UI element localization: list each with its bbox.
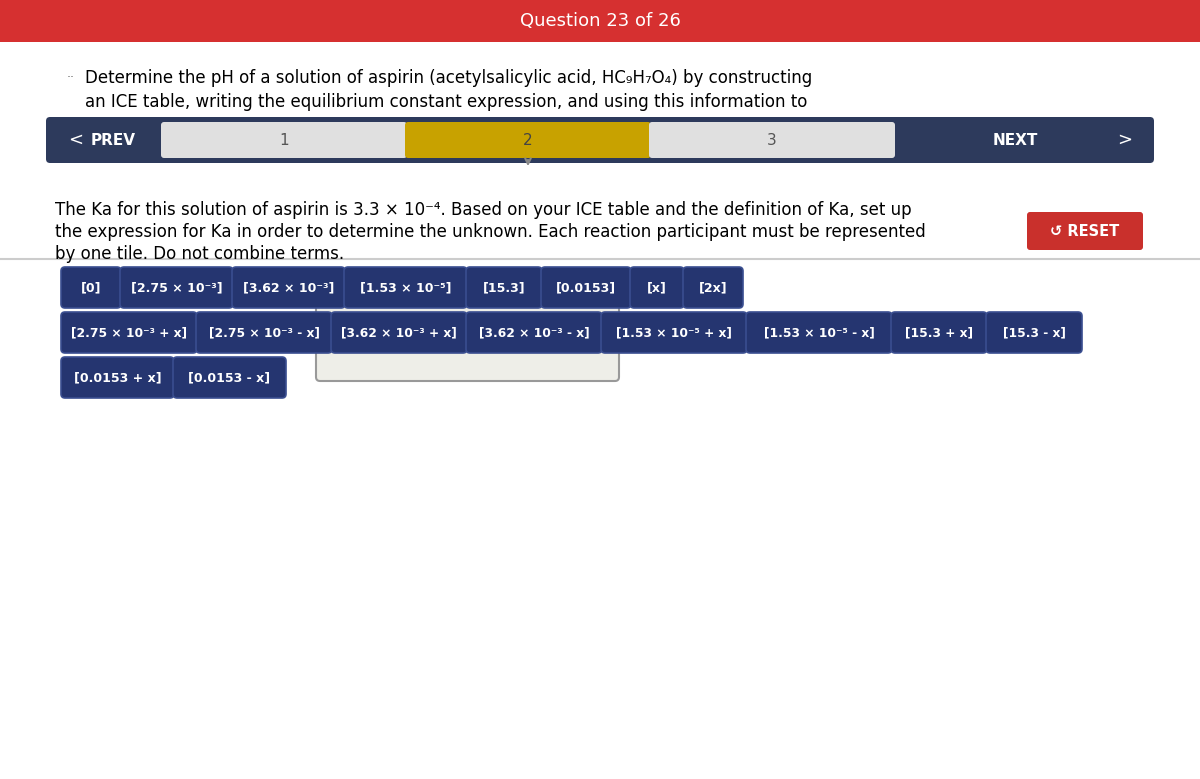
Text: >: > [1117,131,1132,149]
Text: 1: 1 [280,132,289,147]
Text: [2.75 × 10⁻³ + x]: [2.75 × 10⁻³ + x] [71,326,187,339]
FancyBboxPatch shape [890,312,986,353]
FancyBboxPatch shape [466,267,542,308]
Text: [15.3 + x]: [15.3 + x] [905,326,973,339]
Text: [0.0153]: [0.0153] [556,281,616,294]
Text: = 3.3 × 10⁻⁴: = 3.3 × 10⁻⁴ [634,319,767,339]
Text: determine the pH. Complete Parts 1-3 before submitting your answer.: determine the pH. Complete Parts 1-3 bef… [85,117,666,135]
FancyBboxPatch shape [61,357,174,398]
FancyBboxPatch shape [173,357,286,398]
Text: [x]: [x] [647,281,667,294]
Text: the expression for Ka in order to determine the unknown. Each reaction participa: the expression for Ka in order to determ… [55,223,925,241]
Text: [0.0153 + x]: [0.0153 + x] [73,371,161,384]
Text: Determine the pH of a solution of aspirin (acetylsalicylic acid, HC₉H₇O₄) by con: Determine the pH of a solution of aspiri… [85,69,812,87]
Text: ↺ RESET: ↺ RESET [1050,224,1120,238]
Text: 3: 3 [767,132,776,147]
Text: [2.75 × 10⁻³]: [2.75 × 10⁻³] [131,281,222,294]
FancyBboxPatch shape [406,122,650,158]
Text: 2: 2 [523,132,533,147]
Text: The Ka for this solution of aspirin is 3.3 × 10⁻⁴. Based on your ICE table and t: The Ka for this solution of aspirin is 3… [55,201,912,219]
FancyBboxPatch shape [120,267,233,308]
FancyBboxPatch shape [986,312,1082,353]
Text: by one tile. Do not combine terms.: by one tile. Do not combine terms. [55,245,344,263]
Text: $K_a$: $K_a$ [252,316,278,342]
FancyBboxPatch shape [61,312,197,353]
FancyBboxPatch shape [161,122,407,158]
Text: [0.0153 - x]: [0.0153 - x] [188,371,270,384]
FancyBboxPatch shape [232,267,346,308]
FancyBboxPatch shape [683,267,743,308]
FancyBboxPatch shape [46,117,1154,163]
Text: [3.62 × 10⁻³ - x]: [3.62 × 10⁻³ - x] [479,326,589,339]
FancyBboxPatch shape [601,312,746,353]
Text: [3.62 × 10⁻³ + x]: [3.62 × 10⁻³ + x] [341,326,457,339]
FancyBboxPatch shape [466,312,602,353]
Text: an ICE table, writing the equilibrium constant expression, and using this inform: an ICE table, writing the equilibrium co… [85,93,808,111]
FancyBboxPatch shape [541,267,631,308]
FancyBboxPatch shape [630,267,684,308]
Text: [2.75 × 10⁻³ - x]: [2.75 × 10⁻³ - x] [209,326,319,339]
Text: [2x]: [2x] [698,281,727,294]
Text: Question 23 of 26: Question 23 of 26 [520,12,680,30]
Text: NEXT: NEXT [992,132,1038,147]
FancyBboxPatch shape [746,312,892,353]
Text: =: = [299,319,317,339]
Text: [1.53 × 10⁻⁵ - x]: [1.53 × 10⁻⁵ - x] [763,326,875,339]
Text: PREV: PREV [90,132,136,147]
Text: [1.53 × 10⁻⁵]: [1.53 × 10⁻⁵] [360,281,451,294]
FancyBboxPatch shape [344,267,467,308]
FancyBboxPatch shape [331,312,467,353]
FancyBboxPatch shape [61,267,121,308]
Text: [0]: [0] [80,281,101,294]
FancyBboxPatch shape [0,0,1200,42]
FancyBboxPatch shape [649,122,895,158]
Text: [15.3]: [15.3] [482,281,526,294]
FancyBboxPatch shape [1027,212,1142,250]
Text: [15.3 - x]: [15.3 - x] [1002,326,1066,339]
FancyBboxPatch shape [316,278,619,381]
Text: ··: ·· [67,71,74,84]
Text: <: < [68,131,83,149]
FancyBboxPatch shape [196,312,332,353]
Text: [3.62 × 10⁻³]: [3.62 × 10⁻³] [242,281,334,294]
Text: [1.53 × 10⁻⁵ + x]: [1.53 × 10⁻⁵ + x] [616,326,732,339]
